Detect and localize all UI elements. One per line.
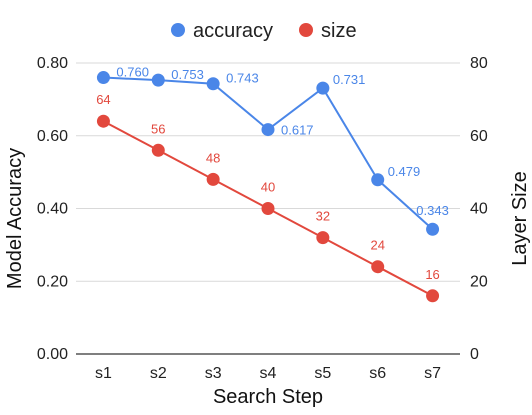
y-axis-right-label: Layer Size	[509, 171, 531, 266]
y-right-tick-label: 20	[470, 273, 488, 290]
size-data-label: 16	[425, 267, 439, 282]
x-tick-label: s6	[369, 365, 386, 382]
series-layer: 0.760 0.753 0.743 0.617 0.731 0.479 0.343 64 56 4…	[96, 65, 449, 303]
size-legend-label: size	[321, 20, 357, 42]
y-left-tick-label: 0.00	[37, 346, 68, 363]
size-data-label: 64	[96, 92, 110, 107]
size-point	[261, 202, 275, 215]
y-left-tick-label: 0.80	[37, 55, 68, 72]
size-point	[96, 114, 110, 128]
accuracy-point	[206, 77, 220, 91]
accuracy-point	[261, 123, 275, 137]
accuracy-point	[316, 81, 330, 95]
size-data-label: 32	[316, 209, 330, 224]
size-legend-marker	[299, 23, 313, 37]
size-point	[316, 231, 330, 245]
accuracy-data-label: 0.743	[226, 71, 259, 86]
x-tick-label: s2	[150, 365, 167, 382]
y-right-tick-label: 60	[470, 128, 488, 145]
x-axis-label: Search Step	[213, 386, 323, 408]
accuracy-point	[371, 173, 385, 187]
y-right-tick-label: 80	[470, 55, 488, 72]
accuracy-data-label: 0.617	[281, 123, 314, 138]
size-data-label: 24	[370, 238, 384, 253]
accuracy-data-label: 0.760	[116, 65, 149, 80]
x-tick-label: s7	[424, 365, 441, 382]
accuracy-data-label: 0.753	[171, 67, 204, 82]
size-data-label: 40	[261, 180, 275, 195]
size-point	[426, 289, 440, 303]
accuracy-data-label: 0.731	[333, 72, 366, 87]
legend: accuracy size	[171, 20, 357, 42]
accuracy-data-label: 0.343	[416, 203, 449, 218]
y-left-tick-label: 0.40	[37, 201, 68, 218]
y-left-tick-label: 0.20	[37, 273, 68, 290]
size-point	[371, 260, 385, 274]
accuracy-point	[96, 71, 110, 85]
y-right-tick-label: 0	[470, 346, 479, 363]
size-point	[206, 172, 220, 186]
y-axis-left-label: Model Accuracy	[4, 148, 26, 289]
x-tick-label: s1	[95, 365, 112, 382]
y-left-tick-label: 0.60	[37, 128, 68, 145]
accuracy-data-label: 0.479	[388, 164, 421, 179]
accuracy-legend-marker	[171, 23, 185, 37]
x-tick-label: s4	[260, 365, 277, 382]
size-data-label: 48	[206, 150, 220, 165]
x-tick-label: s5	[314, 365, 331, 382]
axes: 0.00 0.20 0.40 0.60 0.80 0 20 40 60 80 s1 s2 s3 s4 s5 s…	[37, 55, 488, 382]
accuracy-point	[151, 73, 165, 87]
x-tick-label: s3	[205, 365, 222, 382]
size-data-label: 56	[151, 121, 165, 136]
accuracy-point	[426, 222, 440, 236]
size-point	[151, 143, 165, 157]
accuracy-legend-label: accuracy	[193, 20, 273, 42]
y-right-tick-label: 40	[470, 201, 488, 218]
